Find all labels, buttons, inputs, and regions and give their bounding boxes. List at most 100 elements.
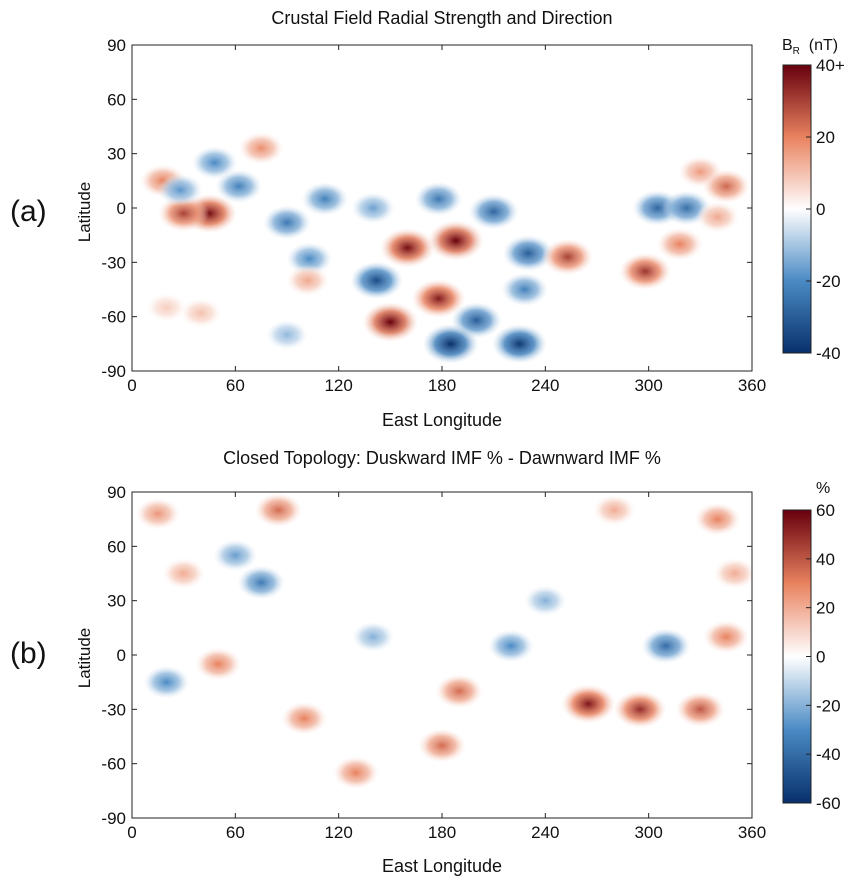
y-tick-label: 90	[107, 36, 126, 55]
panel-a-title: Crustal Field Radial Strength and Direct…	[271, 8, 613, 28]
heatmap-anomaly	[238, 132, 284, 165]
heatmap-anomaly	[213, 539, 258, 572]
heatmap-anomaly	[146, 293, 187, 323]
panel-a-chart: 0 60 120 180 240 300 3609060300-30-60-9040+200…	[101, 36, 845, 395]
heatmap-anomaly	[613, 690, 667, 729]
heatmap-anomaly	[135, 497, 180, 530]
heatmap-anomaly	[487, 629, 534, 663]
heatmap-anomaly	[501, 272, 549, 307]
heatmap-anomaly	[656, 227, 703, 261]
panel-b-tag: (b)	[10, 637, 47, 670]
colorbar-label-main: B	[782, 37, 793, 54]
heatmap-anomaly	[542, 238, 594, 276]
colorbar-label-sub: R	[792, 46, 800, 58]
colorbar-tick-label: 0	[816, 200, 825, 219]
x-tick-label: 360	[738, 823, 766, 842]
heatmap-anomaly	[411, 279, 466, 318]
heatmap-anomaly	[157, 173, 203, 207]
y-tick-label: -30	[101, 253, 126, 272]
y-tick-label: -30	[101, 700, 126, 719]
heatmap-anomaly	[215, 169, 263, 204]
x-tick-label: 300	[634, 376, 662, 395]
y-tick-label: 30	[107, 592, 126, 611]
panel-b-topology: (b) Closed Topology: Duskward IMF % - Da…	[0, 440, 849, 880]
heatmap-anomaly	[713, 558, 752, 589]
panel-a-colorbar-title: BR (nT)	[782, 37, 838, 57]
heatmap-anomaly	[414, 181, 463, 217]
colorbar-tick-label: 40	[816, 550, 835, 569]
heatmap-anomaly	[350, 261, 404, 300]
x-tick-label: 180	[428, 823, 456, 842]
x-tick-label: 240	[531, 823, 559, 842]
heatmap-anomaly	[418, 728, 466, 763]
y-tick-label: 0	[117, 199, 126, 218]
panel-a-xlabel: East Longitude	[381, 410, 503, 430]
x-tick-label: 180	[428, 376, 456, 395]
colorbar-tick-label: -40	[816, 745, 841, 764]
heatmap-anomaly	[380, 228, 436, 268]
heatmap-anomaly	[703, 620, 750, 654]
heatmap-anomaly	[263, 205, 311, 240]
heatmap-anomaly	[694, 502, 741, 536]
y-tick-label: 90	[107, 483, 126, 502]
x-tick-label: 300	[634, 823, 662, 842]
colorbar-tick-label: 20	[816, 128, 835, 147]
heatmap-anomaly	[362, 302, 419, 343]
y-tick-label: 60	[107, 537, 126, 556]
heatmap-anomaly	[286, 264, 330, 296]
panel-b-colorbar-title: %	[816, 480, 831, 497]
heatmap-anomaly	[143, 665, 190, 699]
heatmap-anomaly	[332, 756, 379, 790]
x-tick-label: 120	[324, 823, 352, 842]
y-tick-label: -90	[101, 362, 126, 381]
colorbar-tick-label: -40	[816, 344, 841, 363]
colorbar-tick-label: 40+	[816, 56, 845, 75]
heatmap-anomaly	[502, 235, 554, 272]
heatmap-features	[140, 132, 751, 364]
heatmap-anomaly	[180, 298, 222, 328]
heatmap-anomaly	[592, 494, 636, 526]
y-tick-label: -90	[101, 809, 126, 828]
colorbar-tick-label: 20	[816, 599, 835, 618]
heatmap-anomaly	[561, 684, 616, 724]
heatmap-anomaly	[696, 201, 740, 233]
heatmap-anomaly	[468, 193, 519, 230]
heatmap-anomaly	[675, 691, 725, 727]
heatmap-anomaly	[351, 621, 395, 653]
heatmap-anomaly	[422, 323, 479, 364]
x-tick-label: 120	[324, 376, 352, 395]
x-tick-label: 60	[226, 823, 245, 842]
panel-b-xlabel: East Longitude	[381, 856, 503, 876]
panel-a-crustal-field: (a) Crustal Field Radial Strength and Di…	[10, 8, 845, 430]
x-tick-label: 240	[531, 376, 559, 395]
heatmap-anomaly	[281, 701, 328, 735]
heatmap-features	[135, 493, 752, 790]
heatmap-anomaly	[237, 565, 285, 600]
x-tick-label: 0	[127, 376, 136, 395]
colorbar-tick-label: 60	[816, 501, 835, 520]
panel-a-tag: (a)	[10, 195, 47, 228]
y-tick-label: 0	[117, 646, 126, 665]
colorbar-label-unit: (nT)	[808, 37, 839, 54]
x-tick-label: 60	[226, 376, 245, 395]
heatmap-anomaly	[492, 324, 547, 364]
y-tick-label: 60	[107, 90, 126, 109]
x-tick-label: 0	[127, 823, 136, 842]
heatmap-anomaly	[266, 319, 308, 350]
panel-b-chart: 0 60 120 180 240 300 3609060300-30-60-90604020…	[101, 483, 841, 842]
heatmap-anomaly	[524, 585, 567, 616]
y-tick-label: -60	[101, 308, 126, 327]
colorbar-tick-label: -20	[816, 696, 841, 715]
heatmap-anomaly	[254, 493, 303, 528]
heatmap-anomaly	[351, 192, 396, 224]
heatmap-anomaly	[641, 628, 691, 664]
heatmap-anomaly	[162, 558, 206, 589]
y-tick-label: 30	[107, 145, 126, 164]
heatmap-anomaly	[191, 146, 238, 180]
heatmap-anomaly	[427, 220, 484, 261]
heatmap-anomaly	[619, 252, 672, 290]
heatmap-anomaly	[301, 182, 349, 216]
y-tick-label: -60	[101, 755, 126, 774]
panel-b-title: Closed Topology: Duskward IMF % - Dawnwa…	[223, 448, 661, 468]
colorbar-tick-label: -20	[816, 272, 841, 291]
